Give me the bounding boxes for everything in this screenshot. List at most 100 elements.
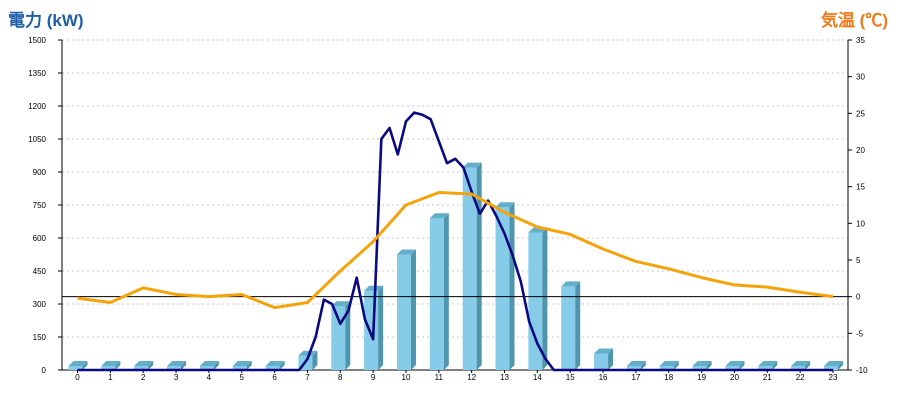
x-tick-label: 8 (338, 373, 343, 382)
bar-top (364, 285, 384, 291)
bar-side (181, 361, 187, 370)
x-tick-label: 4 (207, 373, 212, 382)
x-tick-label: 18 (664, 373, 673, 382)
x-tick-label: 20 (730, 373, 739, 382)
bar-side (673, 361, 679, 370)
x-tick-label: 15 (566, 373, 575, 382)
bar (101, 366, 116, 370)
bar-top (659, 361, 679, 366)
bar-top (758, 361, 778, 366)
bar-side (443, 213, 449, 370)
y-tick-label-right: -5 (856, 329, 864, 338)
bar-side (542, 227, 548, 370)
bar-side (640, 361, 646, 370)
y-tick-label-right: 0 (856, 293, 861, 302)
bar-top (265, 361, 285, 366)
bar-top (495, 202, 515, 208)
y-tick-label-right: -10 (856, 366, 868, 375)
bar (396, 254, 411, 370)
bar-top (561, 281, 581, 287)
bar-side (410, 249, 416, 370)
bar-top (396, 249, 416, 255)
y-tick-label-left: 1200 (28, 102, 46, 111)
y-tick-label-left: 600 (33, 234, 47, 243)
bar (725, 366, 740, 370)
x-tick-label: 9 (371, 373, 376, 382)
bar-side (378, 285, 384, 370)
x-tick-label: 22 (796, 373, 805, 382)
y-tick-label-left: 0 (42, 366, 47, 375)
bar (429, 218, 444, 370)
bar-side (838, 361, 843, 370)
y-tick-label-right: 5 (856, 256, 861, 265)
y-tick-label-left: 1050 (28, 135, 46, 144)
bar (495, 207, 510, 370)
bar-top (298, 350, 318, 356)
bar-top (101, 361, 121, 366)
bar-top (331, 301, 351, 307)
y-tick-label-left: 750 (33, 201, 47, 210)
bar-top (134, 361, 154, 366)
y-tick-label-right: 20 (856, 146, 865, 155)
bar-side (148, 361, 154, 370)
x-tick-label: 3 (174, 373, 179, 382)
bar-top (626, 361, 646, 366)
bar-side (509, 202, 515, 370)
y-axis-title-right: 気温 (℃) (820, 11, 888, 30)
bar-side (608, 348, 614, 370)
bar-top (429, 213, 449, 219)
x-tick-label: 14 (533, 373, 542, 382)
x-tick-label: 21 (763, 373, 772, 382)
bar-top (232, 361, 252, 366)
bar-side (312, 350, 318, 370)
bar (758, 366, 773, 370)
y-tick-label-right: 30 (856, 73, 865, 82)
bar-side (575, 281, 581, 370)
x-tick-label: 13 (500, 373, 509, 382)
bar-side (772, 361, 778, 370)
x-tick-label: 12 (467, 373, 476, 382)
y-tick-label-left: 450 (33, 267, 47, 276)
bar (594, 353, 609, 370)
y-tick-label-left: 1350 (28, 69, 46, 78)
bar-top (692, 361, 712, 366)
bar (265, 366, 280, 370)
bar (791, 366, 806, 370)
x-tick-label: 10 (402, 373, 411, 382)
x-tick-label: 0 (75, 373, 80, 382)
x-tick-label: 7 (305, 373, 310, 382)
bar (528, 232, 543, 370)
bar-top (167, 361, 187, 366)
y-tick-label-right: 35 (856, 36, 865, 45)
bar (68, 366, 83, 370)
bar (692, 366, 707, 370)
bar-top (791, 361, 811, 366)
x-tick-label: 16 (599, 373, 608, 382)
y-tick-label-left: 1500 (28, 36, 46, 45)
bar (134, 366, 149, 370)
bar-side (213, 361, 219, 370)
y-axis-title-left: 電力 (kW) (8, 11, 84, 30)
y-tick-label-left: 300 (33, 300, 47, 309)
x-tick-label: 1 (108, 373, 113, 382)
y-tick-label-left: 150 (33, 333, 47, 342)
bar-side (345, 301, 351, 370)
x-tick-label: 6 (272, 373, 277, 382)
bar-side (805, 361, 811, 370)
bar (462, 167, 477, 370)
temperature-line (77, 191, 834, 310)
bar (167, 366, 182, 370)
bar-side (739, 361, 745, 370)
bar-top (824, 361, 843, 366)
bar-side (279, 361, 285, 370)
bar (232, 366, 247, 370)
bar-top (725, 361, 745, 366)
bar-side (115, 361, 121, 370)
y-tick-label-left: 900 (33, 168, 47, 177)
bar-top (68, 361, 88, 366)
bar (626, 366, 641, 370)
y-tick-label-right: 10 (856, 219, 865, 228)
bar-side (82, 361, 88, 370)
